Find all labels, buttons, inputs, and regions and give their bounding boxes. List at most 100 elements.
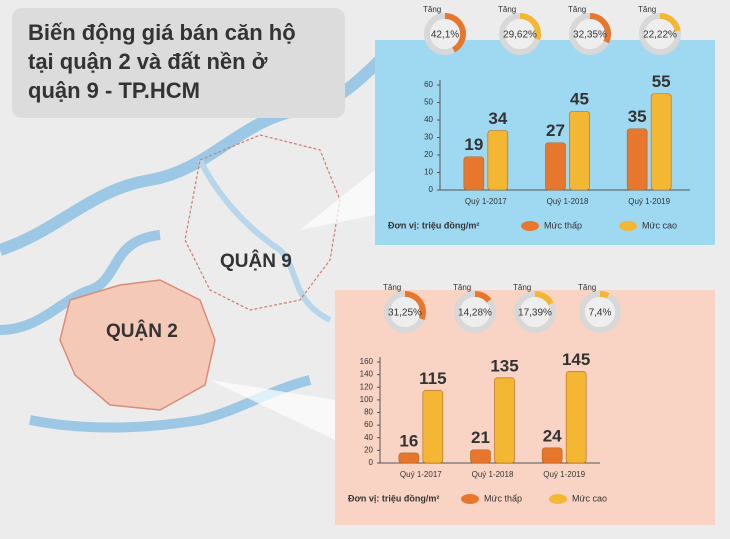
y-tick-label: 40 [364, 433, 373, 442]
title-line: quận 9 - TP.HCM [28, 78, 200, 103]
value-label: 19 [464, 135, 483, 154]
gauge-value: 14,28% [458, 308, 492, 319]
map-label: QUẬN 2 [106, 320, 178, 342]
gauge-label: Tăng [568, 5, 586, 14]
value-label: 27 [546, 121, 565, 140]
y-tick-label: 60 [364, 420, 373, 429]
bar [398, 452, 420, 464]
legend-swatch [549, 494, 567, 504]
y-tick-label: 30 [424, 133, 433, 142]
bar [569, 110, 590, 191]
y-tick-label: 160 [360, 357, 374, 366]
river [197, 158, 332, 323]
unit-label: Đơn vị: triệu đồng/m² [388, 220, 479, 230]
legend-label: Mức thấp [544, 220, 582, 230]
title-box [12, 8, 345, 118]
bar [422, 390, 444, 464]
gauge-arc [579, 291, 621, 333]
y-tick-label: 0 [369, 458, 374, 467]
bar [487, 130, 509, 191]
bar [650, 93, 672, 191]
value-label: 115 [419, 369, 446, 388]
y-tick-label: 10 [424, 168, 433, 177]
gauge-label: Tăng [383, 283, 401, 292]
bar [541, 447, 563, 464]
gauge-arc [514, 291, 556, 333]
legend-label: Mức cao [572, 493, 607, 503]
gauge-center [460, 297, 490, 327]
x-tick-label: Quý 1-2018 [547, 197, 589, 206]
callout [210, 380, 335, 440]
gauge-arc [499, 13, 541, 55]
gauge-value: 29,62% [503, 30, 537, 41]
y-tick-label: 0 [429, 185, 434, 194]
gauge-label: Tăng [638, 5, 656, 14]
value-label: 45 [570, 90, 589, 109]
district-2-area [59, 279, 216, 411]
y-tick-label: 140 [360, 370, 374, 379]
value-label: 35 [628, 107, 647, 126]
river [0, 230, 161, 335]
title-line: Biến động giá bán căn hộ [28, 20, 296, 45]
value-label: 21 [471, 428, 490, 447]
gauge-center [585, 297, 615, 327]
district-9-border [184, 134, 341, 311]
y-tick-label: 100 [360, 395, 374, 404]
callout [300, 170, 375, 230]
gauge-value: 7,4% [589, 308, 612, 319]
y-tick-label: 60 [424, 80, 433, 89]
map-label: QUẬN 9 [220, 250, 292, 272]
value-label: 145 [562, 350, 590, 369]
legend-swatch [461, 494, 479, 504]
gauge-value: 32,35% [573, 30, 607, 41]
gauge-center [505, 19, 535, 49]
gauge-label: Tăng [453, 283, 471, 292]
legend-label: Mức cao [642, 220, 677, 230]
value-label: 24 [543, 426, 562, 445]
gauge-label: Tăng [578, 283, 596, 292]
gauge-arc [569, 13, 611, 55]
bar [470, 449, 491, 464]
gauge-center [575, 19, 605, 49]
x-tick-label: Quý 1-2018 [472, 470, 514, 479]
bar [565, 371, 587, 464]
value-label: 55 [652, 72, 671, 91]
gauge-center [645, 19, 675, 49]
gauge-arc [454, 291, 496, 333]
y-tick-label: 40 [424, 115, 433, 124]
value-label: 135 [490, 356, 518, 375]
gauge-value: 17,39% [518, 308, 552, 319]
gauge-label: Tăng [498, 5, 516, 14]
gauge-arc [384, 291, 426, 333]
bar [545, 142, 566, 191]
bar [626, 128, 648, 191]
gauge-label: Tăng [423, 5, 441, 14]
x-tick-label: Quý 1-2019 [628, 197, 670, 206]
unit-label: Đơn vị: triệu đồng/m² [348, 493, 439, 503]
gauge-arc [424, 13, 466, 55]
title-line: tại quận 2 và đất nền ở [28, 49, 268, 74]
y-tick-label: 20 [364, 445, 373, 454]
gauge-center [430, 19, 460, 49]
bar [463, 156, 485, 191]
gauge-center [520, 297, 550, 327]
legend-swatch [521, 221, 539, 231]
value-label: 16 [399, 431, 418, 450]
bar [494, 377, 515, 464]
legend-swatch [619, 221, 637, 231]
x-tick-label: Quý 1-2017 [400, 470, 442, 479]
x-tick-label: Quý 1-2019 [543, 470, 585, 479]
gauge-value: 42,1% [431, 30, 459, 41]
gauge-arc [639, 13, 681, 55]
gauge-label: Tăng [513, 283, 531, 292]
gauge-center [390, 297, 420, 327]
value-label: 34 [488, 109, 507, 128]
x-tick-label: Quý 1-2017 [465, 197, 507, 206]
y-tick-label: 50 [424, 98, 433, 107]
y-tick-label: 120 [360, 382, 374, 391]
y-tick-label: 80 [364, 408, 373, 417]
gauge-value: 22,22% [643, 30, 677, 41]
y-tick-label: 20 [424, 150, 433, 159]
